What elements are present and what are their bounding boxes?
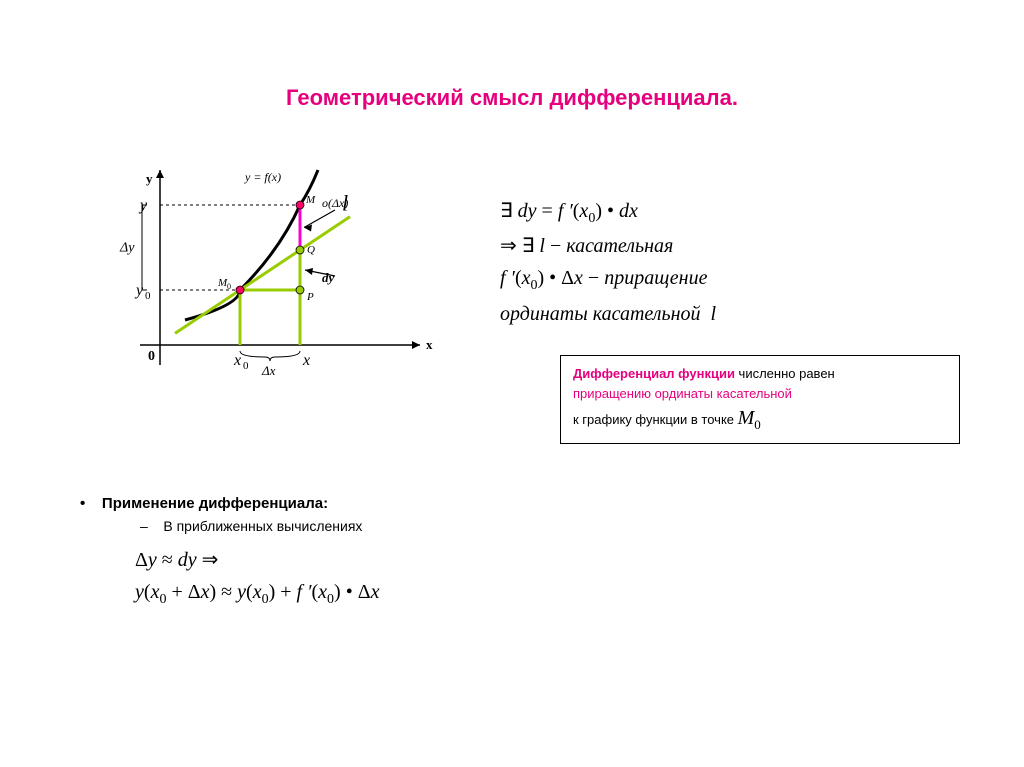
formula-block-main: ∃ dy = f ′(x0) • dx ⇒ ∃ l − касательная … bbox=[500, 195, 716, 330]
svg-text:x: x bbox=[302, 352, 310, 369]
application-heading: • Применение дифференциала: bbox=[80, 495, 379, 512]
svg-text:l: l bbox=[342, 191, 348, 216]
formula-line-2: ⇒ ∃ l − касательная bbox=[500, 230, 716, 262]
svg-text:Δy: Δy bbox=[119, 241, 135, 256]
page-title: Геометрический смысл дифференциала. bbox=[0, 85, 1024, 111]
application-sub: – В приближенных вычислениях bbox=[140, 518, 379, 534]
formula-line-3: f ′(x0) • Δx − приращение bbox=[500, 262, 716, 297]
svg-text:Q: Q bbox=[307, 244, 315, 256]
formula-line-4: ординаты касательной l bbox=[500, 298, 716, 330]
svg-text:Δx: Δx bbox=[261, 363, 276, 378]
svg-text:x: x bbox=[426, 337, 433, 352]
application-formulas: Δy ≈ dy ⇒ y(x0 + Δx) ≈ y(x0) + f ′(x0) •… bbox=[135, 544, 379, 611]
svg-text:y = f(x): y = f(x) bbox=[244, 170, 281, 184]
svg-text:M: M bbox=[305, 194, 316, 206]
boxed-m0: M0 bbox=[738, 407, 761, 429]
boxed-part2: численно равен bbox=[735, 366, 835, 381]
svg-text:0: 0 bbox=[227, 282, 231, 291]
svg-text:x: x bbox=[233, 352, 241, 369]
svg-text:0: 0 bbox=[243, 360, 249, 372]
svg-text:y: y bbox=[146, 171, 153, 186]
svg-text:dy: dy bbox=[322, 270, 335, 285]
formula-line-1: ∃ dy = f ′(x0) • dx bbox=[500, 195, 716, 230]
boxed-part3: приращению ординаты касательной bbox=[573, 386, 792, 401]
svg-text:y: y bbox=[134, 282, 144, 299]
svg-text:y: y bbox=[138, 197, 148, 214]
application-section: • Применение дифференциала: – В приближе… bbox=[80, 495, 379, 611]
app-formula-1: Δy ≈ dy ⇒ bbox=[135, 544, 379, 576]
boxed-part4: к графику функции в точке bbox=[573, 412, 738, 427]
svg-text:0: 0 bbox=[148, 349, 155, 364]
app-formula-2: y(x0 + Δx) ≈ y(x0) + f ′(x0) • Δx bbox=[135, 576, 379, 611]
boxed-part1: Дифференциал функции bbox=[573, 366, 735, 381]
svg-text:0: 0 bbox=[145, 290, 151, 302]
boxed-definition: Дифференциал функции численно равен прир… bbox=[560, 355, 960, 444]
graph-figure: yx0y = f(x)yy0x0xΔxΔyMM0PQo(Δx)dyl bbox=[130, 175, 440, 395]
svg-text:P: P bbox=[306, 291, 314, 303]
